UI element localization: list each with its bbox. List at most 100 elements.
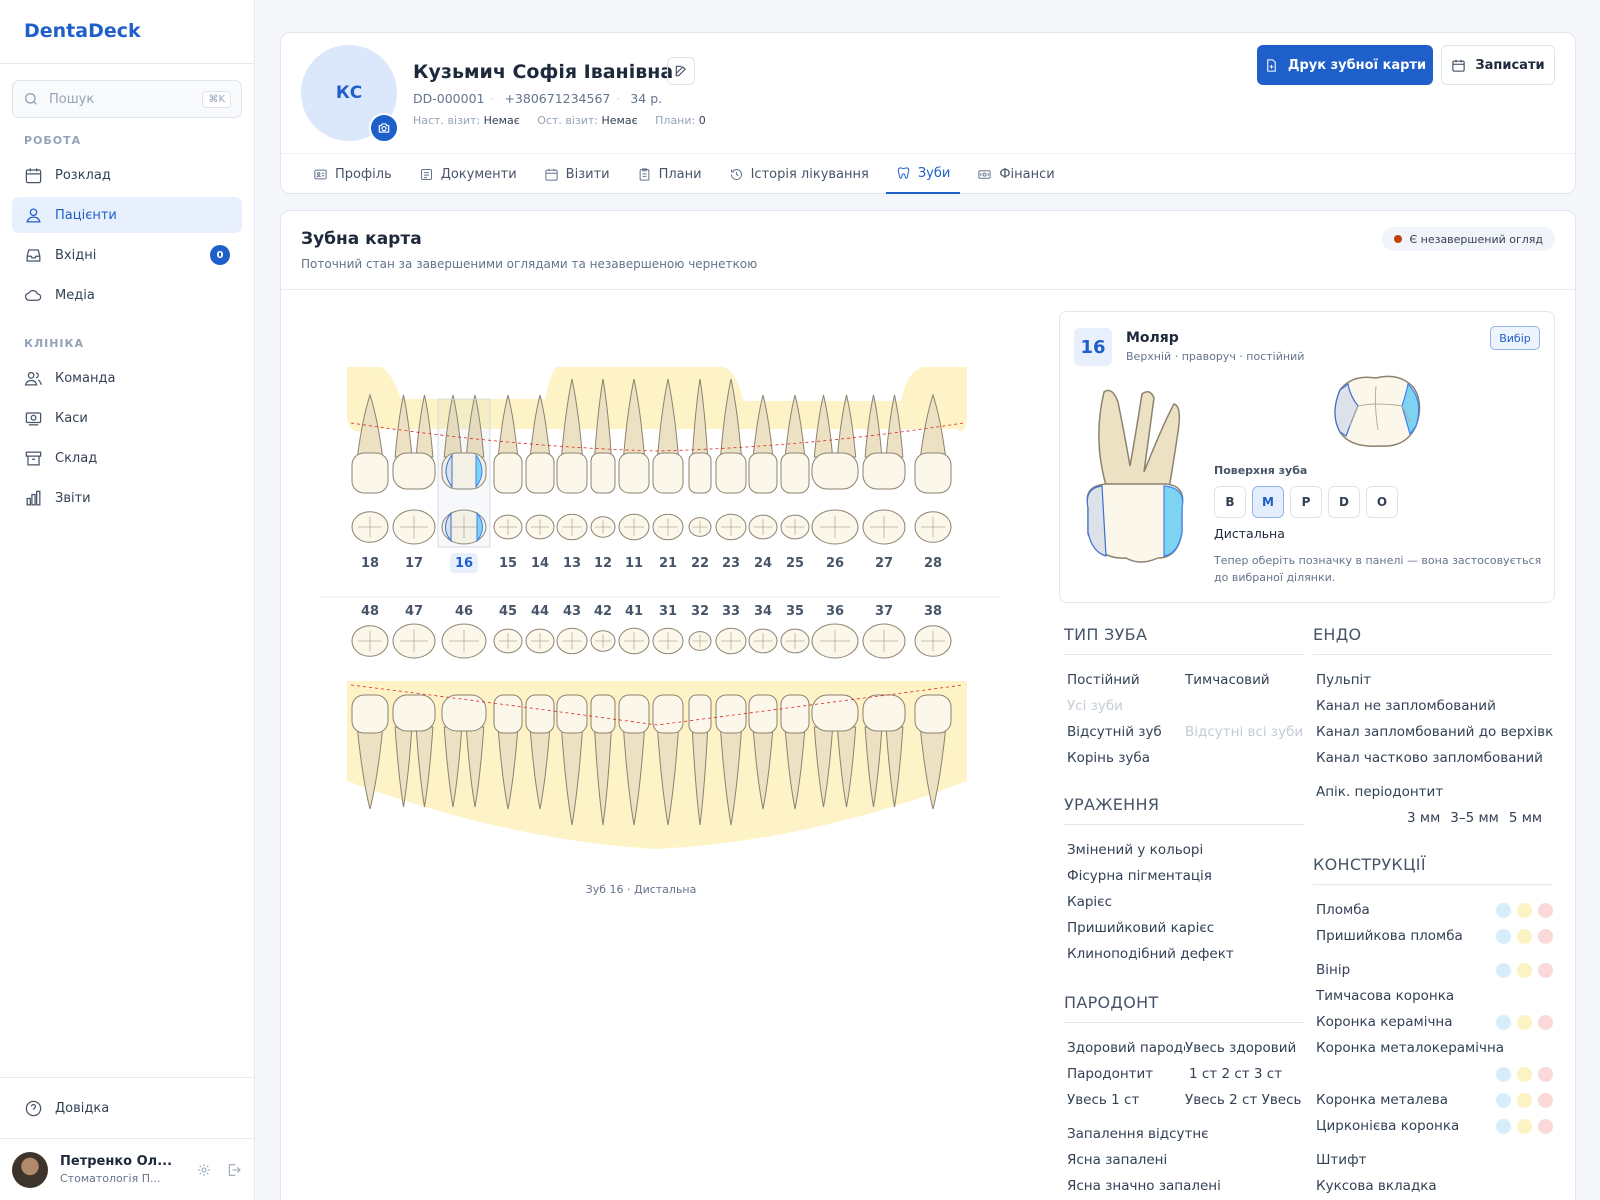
molar-side-view[interactable] xyxy=(1078,382,1188,566)
tab-finance[interactable]: Фінанси xyxy=(967,154,1064,194)
tooth-number[interactable]: 14 xyxy=(531,556,549,571)
sidebar-item-help[interactable]: Довідка xyxy=(12,1090,242,1126)
gear-icon[interactable] xyxy=(196,1162,212,1178)
occlusal-distal-area[interactable] xyxy=(1401,382,1420,436)
tooth-number[interactable]: 42 xyxy=(594,604,612,619)
upload-photo-button[interactable] xyxy=(369,113,399,143)
pick-button[interactable]: Вибір xyxy=(1490,326,1540,350)
tooth-43[interactable] xyxy=(556,627,588,826)
tooth-number[interactable]: 37 xyxy=(875,604,893,619)
tooth-37[interactable] xyxy=(862,623,906,808)
distal-surface[interactable] xyxy=(1163,485,1184,557)
tooth-42[interactable] xyxy=(590,630,616,826)
tooth-number[interactable]: 43 xyxy=(563,604,581,619)
construction-option[interactable]: Коронка металокерамічна xyxy=(1313,1035,1553,1061)
construction-option[interactable]: Куксова вкладка xyxy=(1313,1173,1553,1199)
tooth-number[interactable]: 41 xyxy=(625,604,643,619)
edit-patient-button[interactable] xyxy=(667,57,695,85)
color-swatch[interactable] xyxy=(1517,1066,1532,1082)
color-swatch[interactable] xyxy=(1496,1118,1511,1134)
construction-option[interactable]: Тимчасова коронка xyxy=(1313,983,1553,1009)
tab-profile[interactable]: Профіль xyxy=(303,154,402,194)
tooth-27[interactable] xyxy=(862,394,906,545)
tooth-28[interactable] xyxy=(914,393,952,543)
tooth-number[interactable]: 47 xyxy=(405,604,423,619)
tooth-number[interactable]: 38 xyxy=(924,604,942,619)
option-apical-periodontitis[interactable]: Апік. періодонтит xyxy=(1316,784,1444,800)
color-swatch[interactable] xyxy=(1496,1066,1511,1082)
tooth-number[interactable]: 23 xyxy=(722,556,740,571)
tooth-45[interactable] xyxy=(493,628,523,810)
construction-option[interactable]: Вінір xyxy=(1313,957,1553,983)
tooth-number[interactable]: 22 xyxy=(691,556,709,571)
logout-icon[interactable] xyxy=(226,1162,242,1178)
tooth-number[interactable]: 33 xyxy=(722,604,740,619)
option-apical-3mm[interactable]: 3 мм xyxy=(1407,810,1441,826)
option-caries[interactable]: Карієс xyxy=(1067,894,1113,910)
construction-option[interactable]: Коронка металева xyxy=(1313,1087,1553,1113)
tooth-41[interactable] xyxy=(618,627,650,826)
user-avatar[interactable] xyxy=(12,1151,48,1188)
option-all-missing[interactable]: Відсутні всі зуби xyxy=(1185,724,1303,740)
color-swatch[interactable] xyxy=(1517,928,1532,944)
color-swatch[interactable] xyxy=(1517,1014,1532,1030)
tooth-number[interactable]: 21 xyxy=(659,556,677,571)
tooth-number[interactable]: 13 xyxy=(563,556,581,571)
sidebar-item-warehouse[interactable]: Склад xyxy=(12,440,242,476)
color-swatch[interactable] xyxy=(1517,962,1532,978)
tooth-22[interactable] xyxy=(688,378,712,537)
construction-option[interactable]: Пришийкова пломба xyxy=(1313,923,1553,949)
surface-button-d[interactable]: D xyxy=(1328,486,1360,518)
tooth-number[interactable]: 34 xyxy=(754,604,772,619)
tooth-12[interactable] xyxy=(590,378,616,538)
sidebar-item-cash[interactable]: Каси xyxy=(12,400,242,436)
tooth-33[interactable] xyxy=(715,627,747,826)
tooth-number[interactable]: 12 xyxy=(594,556,612,571)
option-gums-very-inflamed[interactable]: Ясна значно запалені xyxy=(1067,1178,1221,1194)
option-root[interactable]: Корінь зуба xyxy=(1067,750,1151,766)
tooth-48[interactable] xyxy=(351,625,389,810)
color-swatch[interactable] xyxy=(1538,962,1553,978)
construction-option[interactable]: Штифт xyxy=(1313,1147,1553,1173)
tooth-number[interactable]: 15 xyxy=(499,556,517,571)
tooth-number[interactable]: 17 xyxy=(405,556,423,571)
color-swatch[interactable] xyxy=(1538,1118,1553,1134)
color-swatch[interactable] xyxy=(1496,1092,1511,1108)
tooth-15[interactable] xyxy=(493,394,523,540)
tooth-23[interactable] xyxy=(715,378,747,541)
option-missing-tooth[interactable]: Відсутній зуб xyxy=(1067,724,1162,740)
brand-logo[interactable]: DentaDeck xyxy=(0,0,254,64)
sidebar-item-schedule[interactable]: Розклад xyxy=(12,157,242,193)
tooth-13[interactable] xyxy=(556,378,588,541)
option-canal-partially-filled[interactable]: Канал частково запломбований xyxy=(1316,750,1543,766)
sidebar-item-patients[interactable]: Пацієнти xyxy=(12,197,242,233)
patient-phone[interactable]: +380671234567 xyxy=(504,91,611,106)
surface-button-b[interactable]: B xyxy=(1214,486,1246,518)
tooth-35[interactable] xyxy=(780,628,810,810)
surface-button-o[interactable]: O xyxy=(1366,486,1398,518)
construction-option[interactable]: Пломба xyxy=(1313,897,1553,923)
color-swatch[interactable] xyxy=(1496,928,1511,944)
color-swatch[interactable] xyxy=(1517,1118,1532,1134)
tooth-number[interactable]: 11 xyxy=(625,556,643,571)
option-all-teeth[interactable]: Усі зуби xyxy=(1067,698,1123,714)
option-periodontitis-grades[interactable]: 1 ст 2 ст 3 ст xyxy=(1189,1066,1283,1082)
tooth-44[interactable] xyxy=(525,628,555,810)
tab-history[interactable]: Історія лікування xyxy=(719,154,879,194)
tooth-number[interactable]: 32 xyxy=(691,604,709,619)
tooth-number[interactable]: 24 xyxy=(754,556,772,571)
color-swatch[interactable] xyxy=(1538,1066,1553,1082)
tooth-number[interactable]: 46 xyxy=(455,604,473,619)
tooth-number[interactable]: 26 xyxy=(826,556,844,571)
option-periodontitis[interactable]: Пародонтит xyxy=(1067,1066,1154,1082)
color-swatch[interactable] xyxy=(1538,1092,1553,1108)
sidebar-item-reports[interactable]: Звіти xyxy=(12,480,242,516)
option-apical-5mm[interactable]: 5 мм xyxy=(1508,810,1543,826)
tooth-number[interactable]: 44 xyxy=(531,604,549,619)
construction-option[interactable]: Цирконієва коронка xyxy=(1313,1113,1553,1139)
tooth-16[interactable] xyxy=(437,394,491,548)
tooth-31[interactable] xyxy=(652,627,684,826)
construction-option[interactable]: Коронка керамічна xyxy=(1313,1009,1553,1035)
search-input[interactable]: Пошук ⌘K xyxy=(12,80,242,118)
tooth-number[interactable]: 36 xyxy=(826,604,844,619)
